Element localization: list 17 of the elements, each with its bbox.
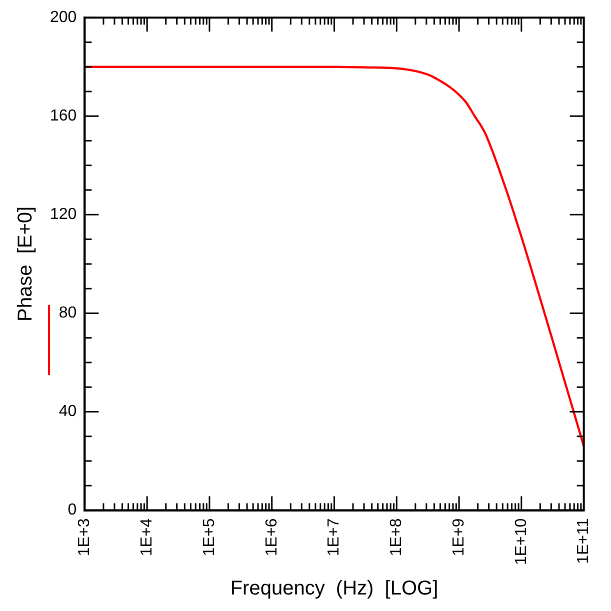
- x-tick-label: 1E+3: [76, 518, 94, 556]
- y-axis-title: Phase [E+0]: [14, 206, 37, 322]
- y-tick-label: 120: [50, 206, 77, 224]
- x-tick-label: 1E+11: [575, 518, 592, 564]
- y-tick-label: 200: [50, 9, 77, 26]
- y-tick-label: 0: [68, 502, 77, 519]
- x-tick-label: 1E+7: [326, 518, 343, 556]
- x-tick-label: 1E+5: [200, 518, 218, 556]
- x-tick-label: 1E+6: [263, 518, 280, 556]
- y-tick-label: 160: [50, 108, 77, 125]
- x-axis-title: Frequency (Hz) [LOG]: [230, 578, 438, 600]
- y-tick-label: 80: [58, 304, 77, 322]
- x-tick-label: 1E+4: [138, 518, 156, 556]
- x-tick-label: 1E+8: [388, 518, 406, 556]
- y-tick-label: 40: [58, 403, 77, 420]
- x-tick-label: 1E+9: [450, 518, 468, 556]
- x-tick-label: 1E+10: [512, 518, 530, 566]
